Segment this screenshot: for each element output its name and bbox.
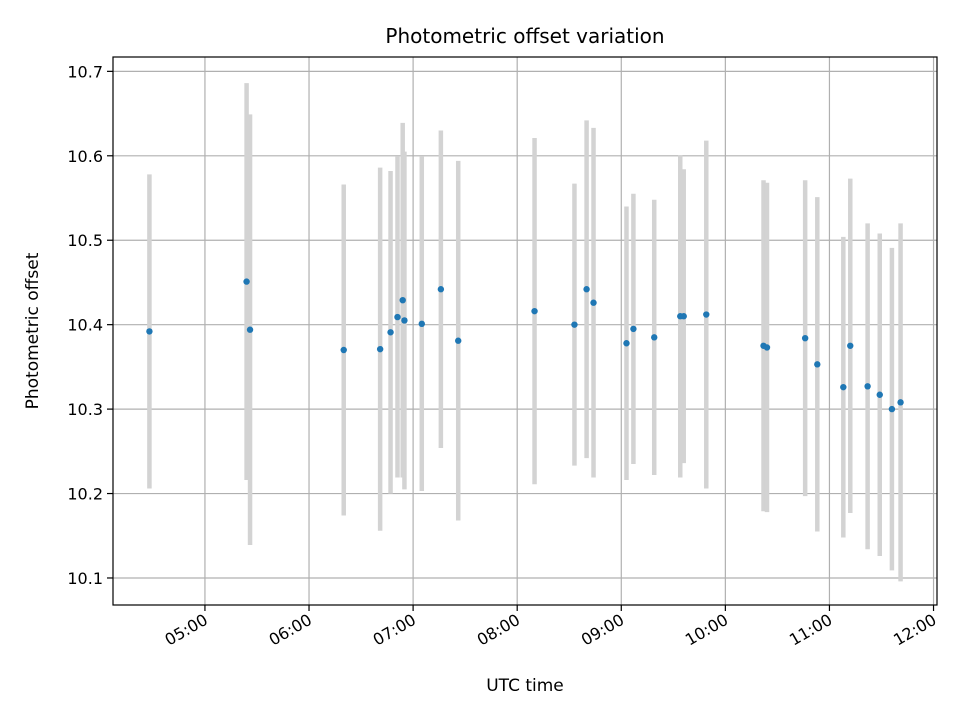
y-axis: 10.1 10.2 10.3 10.4 10.5 10.6 10.7 xyxy=(67,62,113,588)
data-point xyxy=(814,361,821,368)
y-tick-label: 10.5 xyxy=(67,231,103,250)
data-point xyxy=(590,299,597,306)
data-point xyxy=(243,278,250,285)
chart-title: Photometric offset variation xyxy=(385,24,664,48)
y-tick-label: 10.7 xyxy=(67,62,103,81)
data-point xyxy=(888,405,896,413)
data-point xyxy=(394,313,401,321)
data-point xyxy=(847,342,854,349)
y-tick-label: 10.2 xyxy=(67,485,103,504)
y-tick-label: 10.6 xyxy=(67,147,103,166)
x-axis-title: UTC time xyxy=(486,676,564,696)
data-point xyxy=(680,313,687,320)
data-point xyxy=(623,340,630,347)
data-point xyxy=(146,328,153,335)
data-point xyxy=(387,329,394,336)
data-point xyxy=(763,344,771,351)
data-point xyxy=(583,286,590,293)
data-point xyxy=(630,325,637,333)
data-point xyxy=(455,337,462,344)
data-point xyxy=(840,383,847,391)
data-point xyxy=(876,391,883,398)
data-point xyxy=(399,296,406,304)
data-point xyxy=(418,320,425,328)
plot-frame xyxy=(112,56,938,606)
y-tick-label: 10.3 xyxy=(67,400,103,419)
data-point xyxy=(703,311,710,318)
y-axis-title: Photometric offset xyxy=(23,252,43,409)
data-point xyxy=(246,326,254,333)
markers xyxy=(146,278,904,413)
data-point xyxy=(531,307,538,315)
data-point xyxy=(864,383,871,390)
data-point xyxy=(651,334,658,341)
data-point xyxy=(340,346,347,354)
data-point xyxy=(437,286,445,293)
data-point xyxy=(376,345,384,353)
data-point xyxy=(801,334,809,342)
y-tick-label: 10.1 xyxy=(67,569,103,588)
data-point xyxy=(571,321,578,328)
data-point xyxy=(401,317,408,324)
grid xyxy=(113,57,937,605)
data-point xyxy=(897,399,904,406)
y-tick-label: 10.4 xyxy=(67,316,103,335)
